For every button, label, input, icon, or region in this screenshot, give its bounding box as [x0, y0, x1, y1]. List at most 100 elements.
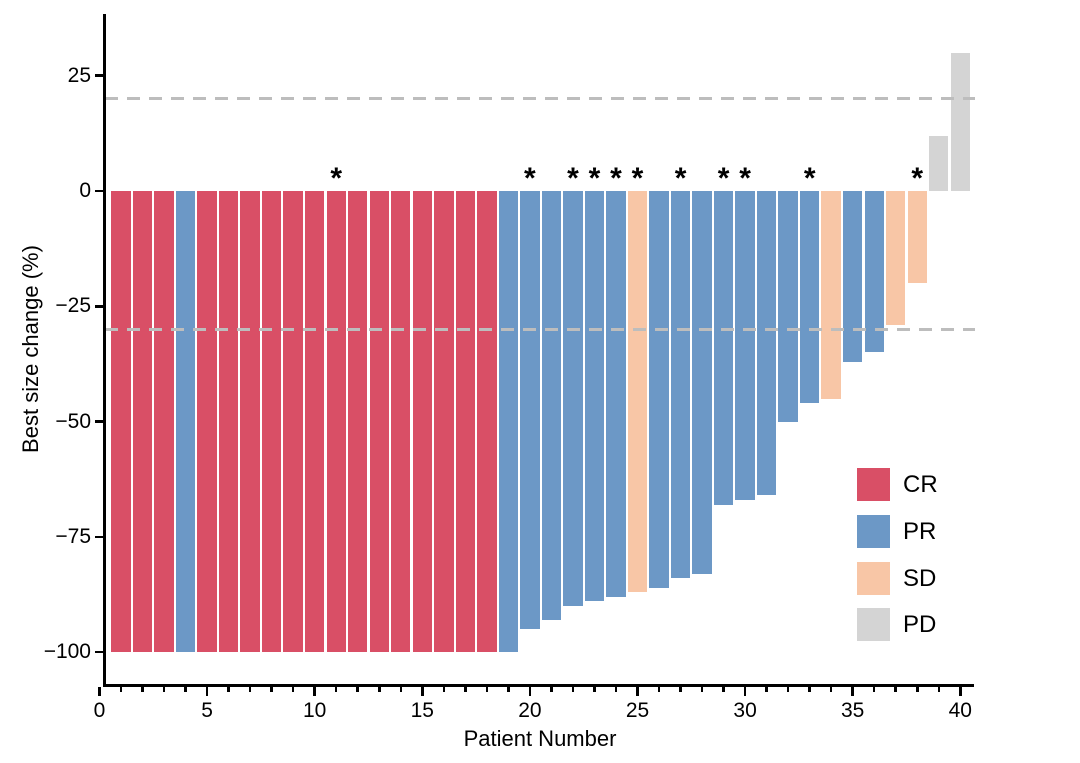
y-tick-label--50: −50 [55, 409, 91, 433]
x-minor-tick-23 [593, 687, 596, 692]
sd-swatch-icon [857, 562, 890, 595]
x-minor-tick-11 [334, 687, 338, 692]
x-tick-label-10: 10 [303, 699, 327, 722]
x-minor-tick-32 [786, 687, 790, 692]
x-tick-label-40: 40 [948, 699, 972, 722]
bar-patient-1-cr [111, 191, 131, 653]
bar-patient-34-sd [821, 191, 841, 399]
star-annotation-patient-20: * [524, 162, 536, 195]
y-tick--100 [95, 650, 103, 654]
bar-patient-22-pr [563, 191, 583, 607]
y-tick-label-0: 0 [79, 179, 91, 202]
x-major-tick-20 [528, 687, 532, 696]
bar-patient-39-pd [929, 135, 949, 191]
x-major-tick-25 [636, 687, 639, 696]
bar-patient-23-pr [584, 191, 605, 602]
bar-patient-38-sd [907, 191, 927, 284]
y-tick--25 [95, 305, 103, 308]
bar-patient-40-pd [950, 52, 970, 191]
star-annotation-patient-33: * [803, 162, 816, 195]
bar-patient-7-cr [240, 191, 260, 653]
x-minor-tick-21 [550, 687, 553, 692]
x-minor-tick-36 [872, 687, 876, 692]
x-minor-tick-1 [119, 687, 123, 692]
x-minor-tick-22 [571, 687, 575, 692]
y-tick-label--75: −75 [55, 524, 91, 548]
x-major-tick-5 [205, 687, 209, 696]
y-tick-label-25: 25 [67, 63, 91, 87]
x-minor-tick-26 [657, 687, 661, 692]
star-annotation-patient-29: * [717, 162, 730, 195]
x-major-tick-40 [959, 687, 962, 696]
bar-patient-6-cr [218, 191, 239, 653]
x-major-tick-0 [98, 687, 101, 696]
x-minor-tick-16 [442, 687, 446, 692]
bar-patient-9-cr [283, 191, 303, 653]
x-minor-tick-31 [765, 687, 768, 692]
x-tick-label-20: 20 [518, 699, 542, 722]
y-axis-line [103, 14, 106, 687]
bar-patient-12-cr [348, 191, 368, 653]
star-annotation-patient-38: * [911, 162, 924, 195]
x-minor-tick-19 [507, 687, 510, 692]
y-tick--50 [95, 420, 103, 423]
x-minor-tick-37 [894, 687, 897, 692]
bar-patient-15-cr [412, 191, 432, 653]
y-tick-0 [95, 189, 103, 193]
y-tick--75 [95, 535, 103, 539]
legend-item-pd: PD [857, 608, 936, 641]
legend-item-pr: PR [857, 515, 936, 548]
y-tick-label--25: −25 [55, 294, 91, 318]
x-minor-tick-33 [808, 687, 811, 692]
bar-patient-30-pr [735, 191, 755, 500]
bar-patient-36-pr [864, 191, 884, 353]
bar-patient-13-cr [369, 191, 389, 653]
y-axis-title: Best size change (%) [18, 245, 43, 453]
bar-patient-28-pr [692, 191, 712, 574]
star-annotation-patient-24: * [610, 162, 622, 195]
x-minor-tick-2 [141, 687, 144, 692]
x-minor-tick-28 [700, 687, 704, 692]
x-tick-label-15: 15 [410, 699, 434, 722]
legend-item-cr: CR [857, 468, 938, 501]
bar-patient-29-pr [713, 191, 734, 505]
x-minor-tick-3 [162, 687, 166, 692]
bar-patient-26-pr [649, 191, 669, 588]
x-tick-label-30: 30 [733, 699, 757, 722]
bar-patient-14-cr [391, 191, 411, 653]
x-minor-tick-9 [291, 687, 295, 692]
bar-patient-8-cr [261, 191, 282, 653]
x-minor-tick-13 [378, 687, 381, 692]
x-tick-label-0: 0 [93, 699, 106, 722]
bar-patient-5-cr [197, 191, 217, 653]
y-tick-25 [95, 74, 103, 77]
x-tick-label-5: 5 [201, 699, 213, 722]
x-major-tick-30 [743, 687, 747, 696]
reference-line-20 [105, 97, 975, 101]
bar-patient-19-pr [498, 191, 519, 653]
bar-patient-18-cr [477, 191, 497, 653]
bar-patient-25-sd [627, 191, 648, 593]
bar-patient-35-pr [843, 191, 863, 362]
y-tick-label--100: −100 [43, 640, 91, 664]
bar-patient-17-cr [455, 191, 476, 653]
x-minor-tick-14 [399, 687, 403, 692]
reference-line--30 [105, 327, 975, 331]
bar-patient-27-pr [670, 191, 691, 579]
bar-patient-32-pr [778, 191, 798, 422]
legend-label-pr: PR [903, 518, 937, 545]
bar-patient-21-pr [541, 191, 562, 620]
bar-patient-31-pr [756, 191, 777, 496]
legend-label-pd: PD [903, 611, 937, 638]
star-annotation-patient-22: * [567, 162, 579, 195]
x-minor-tick-4 [184, 687, 187, 692]
bar-patient-20-pr [520, 191, 540, 630]
bar-patient-10-cr [305, 191, 325, 653]
legend-item-sd: SD [857, 562, 936, 595]
pd-swatch-icon [857, 608, 890, 641]
x-major-tick-10 [313, 687, 316, 696]
pr-swatch-icon [857, 515, 890, 548]
x-minor-tick-18 [485, 687, 489, 692]
bar-patient-11-cr [326, 191, 346, 653]
